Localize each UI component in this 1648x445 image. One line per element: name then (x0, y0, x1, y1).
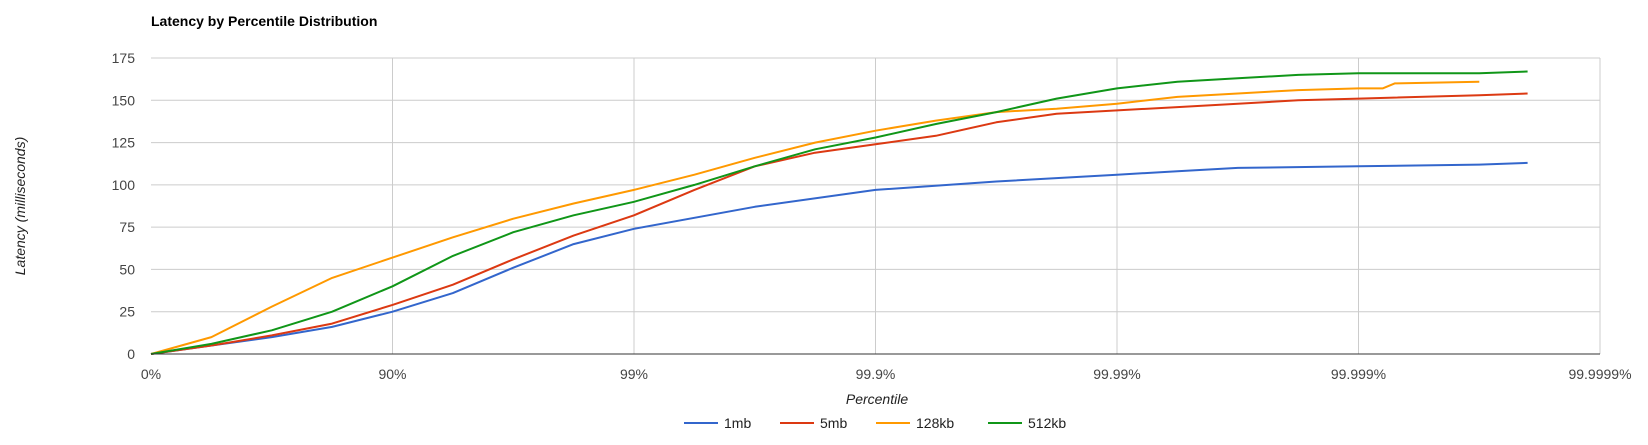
series-lines (150, 70, 1528, 355)
legend-item-512kb[interactable]: 512kb (988, 415, 1066, 431)
series-line-512kb (150, 70, 1528, 355)
legend-item-1mb[interactable]: 1mb (684, 415, 751, 431)
x-tick-label: 99.9% (856, 366, 896, 382)
legend-label: 128kb (916, 415, 954, 431)
y-axis-title: Latency (milliseconds) (12, 137, 28, 276)
chart-title: Latency by Percentile Distribution (151, 13, 377, 29)
y-tick-label: 0 (127, 346, 135, 362)
y-tick-label: 50 (119, 261, 135, 277)
x-tick-label: 99% (620, 366, 648, 382)
y-axis-ticks: 0 25 50 75 100 125 150 175 (112, 50, 136, 362)
x-tick-label: 0% (141, 366, 161, 382)
x-tick-label: 99.999% (1331, 366, 1386, 382)
x-tick-label: 99.99% (1093, 366, 1140, 382)
series-line-1mb (150, 161, 1528, 355)
x-tick-label: 99.9999% (1568, 366, 1631, 382)
y-tick-label: 25 (119, 304, 135, 320)
legend-label: 512kb (1028, 415, 1066, 431)
y-tick-label: 75 (119, 219, 135, 235)
series-line-128kb (150, 80, 1480, 355)
x-axis-title: Percentile (846, 391, 908, 407)
legend-item-5mb[interactable]: 5mb (780, 415, 847, 431)
legend[interactable]: 1mb 5mb 128kb 512kb (684, 415, 1066, 431)
y-tick-label: 150 (112, 92, 136, 108)
gridlines (151, 57, 1601, 354)
y-tick-label: 125 (112, 135, 136, 151)
legend-label: 5mb (820, 415, 847, 431)
y-tick-label: 175 (112, 50, 136, 66)
series-line-5mb (150, 92, 1528, 355)
y-tick-label: 100 (112, 177, 136, 193)
legend-item-128kb[interactable]: 128kb (876, 415, 954, 431)
legend-label: 1mb (724, 415, 751, 431)
x-tick-label: 90% (378, 366, 406, 382)
x-axis-ticks: 0% 90% 99% 99.9% 99.99% 99.999% 99.9999% (141, 366, 1632, 382)
